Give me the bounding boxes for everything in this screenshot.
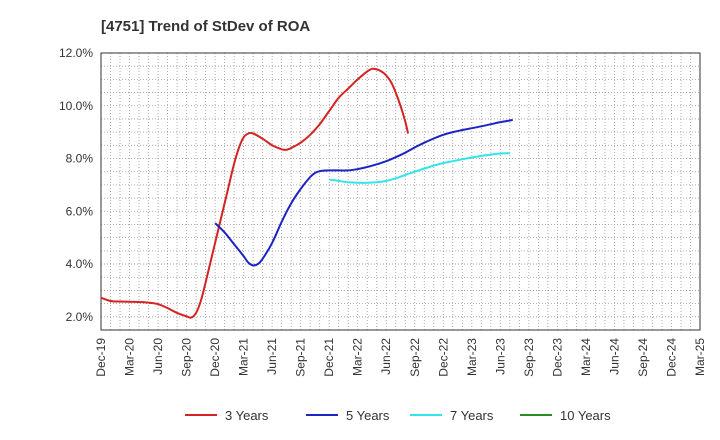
x-tick-label: Jun-21	[265, 338, 279, 375]
legend: 3 Years 5 Years 7 Years 10 Years	[185, 408, 611, 423]
x-tick-label: Dec-20	[208, 338, 222, 377]
x-tick-label: Dec-21	[322, 338, 336, 377]
x-tick-label: Mar-22	[351, 338, 365, 376]
x-tick-label: Sep-24	[636, 338, 650, 377]
plot-frame	[100, 52, 701, 331]
x-tick-label: Dec-22	[436, 338, 450, 377]
x-tick-label: Sep-21	[294, 338, 308, 377]
plot-area	[100, 67, 514, 319]
x-tick-label: Mar-25	[693, 338, 707, 376]
series-line-7-years	[329, 152, 510, 184]
y-tick-label: 8.0%	[66, 152, 94, 166]
legend-label-3-years: 3 Years	[225, 408, 269, 423]
y-tick-label: 6.0%	[66, 204, 94, 218]
y-axis-ticks: 2.0% 4.0% 6.0% 8.0% 10.0% 12.0%	[59, 46, 93, 324]
x-axis-ticks: Dec-19 Mar-20 Jun-20 Sep-20 Dec-20 Mar-21 Jun-…	[94, 338, 707, 377]
y-tick-label: 12.0%	[59, 46, 93, 60]
x-tick-label: Jun-22	[379, 338, 393, 375]
x-tick-label: Mar-24	[579, 338, 593, 376]
plot-background	[101, 53, 700, 330]
x-tick-label: Sep-23	[522, 338, 536, 377]
x-tick-label: Jun-23	[493, 338, 507, 375]
x-tick-label: Jun-20	[151, 338, 165, 375]
series-line-5-years	[214, 118, 514, 267]
legend-label-7-years: 7 Years	[450, 408, 494, 423]
x-tick-label: Dec-24	[664, 338, 678, 377]
x-tick-label: Dec-19	[94, 338, 108, 377]
grid	[100, 52, 701, 331]
x-tick-label: Mar-20	[123, 338, 137, 376]
y-tick-label: 4.0%	[66, 257, 94, 271]
legend-label-10-years: 10 Years	[560, 408, 611, 423]
y-tick-label: 2.0%	[66, 310, 94, 324]
y-tick-label: 10.0%	[59, 99, 93, 113]
chart-title: [4751] Trend of StDev of ROA	[101, 18, 310, 35]
legend-label-5-years: 5 Years	[346, 408, 390, 423]
x-tick-label: Sep-22	[408, 338, 422, 377]
x-tick-label: Dec-23	[550, 338, 564, 377]
x-tick-label: Jun-24	[607, 338, 621, 375]
x-tick-label: Sep-20	[180, 338, 194, 377]
series-line-3-years	[100, 67, 410, 319]
x-tick-label: Mar-23	[465, 338, 479, 376]
x-tick-label: Mar-21	[237, 338, 251, 376]
